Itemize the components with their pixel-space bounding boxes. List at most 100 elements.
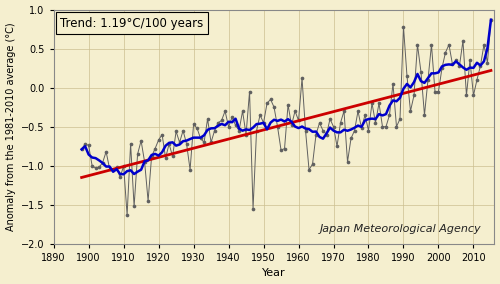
Point [112,165,120,170]
Point [428,42,436,47]
Point [158,132,166,137]
Point [280,146,288,151]
Point [312,132,320,137]
Point [274,124,281,129]
Point [176,140,184,145]
Point [98,160,106,165]
Point [389,82,397,86]
Text: Trend: 1.19°C/100 years: Trend: 1.19°C/100 years [60,16,204,30]
Point [375,101,383,106]
Point [109,167,117,172]
Point [179,128,187,133]
Point [347,136,355,141]
Point [186,167,194,172]
Point [256,113,264,117]
Point [78,147,86,152]
Point [470,93,478,98]
Point [410,93,418,98]
X-axis label: Year: Year [262,268,286,278]
Point [266,97,274,102]
Point [221,109,229,113]
Point [330,124,338,129]
Point [172,129,180,134]
Point [224,124,232,129]
Point [438,66,446,70]
Point [116,175,124,180]
Point [168,154,176,159]
Point [84,143,92,148]
Point [487,17,495,22]
Point [462,93,470,98]
Point [284,103,292,107]
Point [358,126,366,131]
Point [165,142,173,146]
Point [106,167,114,171]
Point [81,142,89,146]
Point [182,142,190,146]
Point [193,126,201,131]
Point [336,120,344,125]
Point [207,140,215,145]
Point [403,74,411,78]
Point [291,109,299,113]
Point [319,128,327,133]
Point [249,206,257,211]
Point [368,101,376,106]
Point [242,132,250,137]
Point [140,160,148,164]
Point [144,199,152,203]
Point [126,142,134,146]
Text: Japan Meteorological Agency: Japan Meteorological Agency [320,224,481,235]
Point [350,128,358,133]
Point [302,128,310,133]
Point [120,164,128,168]
Point [288,123,296,128]
Point [400,24,407,29]
Point [298,76,306,81]
Point [484,60,492,65]
Point [235,128,243,133]
Point [340,109,348,113]
Point [137,139,145,143]
Point [364,128,372,133]
Point [263,101,271,106]
Point [232,123,239,128]
Point [162,156,170,160]
Point [424,78,432,82]
Point [148,154,156,159]
Point [452,58,460,62]
Point [473,78,481,82]
Point [372,120,380,125]
Point [459,39,467,43]
Point [210,128,218,133]
Point [456,64,464,68]
Point [414,42,422,47]
Point [316,120,324,125]
Point [218,118,226,123]
Point [151,146,159,151]
Point [322,132,330,137]
Point [442,50,450,55]
Point [214,120,222,125]
Point [305,167,313,172]
Point [344,160,351,164]
Point [480,42,488,47]
Point [88,164,96,168]
Point [308,162,316,166]
Point [354,109,362,113]
Point [190,122,198,127]
Point [260,120,268,125]
Point [134,152,141,156]
Point [200,140,208,145]
Point [382,124,390,129]
Point [420,113,428,117]
Point [466,58,474,62]
Point [448,62,456,66]
Point [476,64,484,68]
Point [196,136,204,141]
Point [417,70,425,74]
Point [95,165,103,170]
Point [102,149,110,154]
Point [123,213,131,217]
Point [228,115,236,120]
